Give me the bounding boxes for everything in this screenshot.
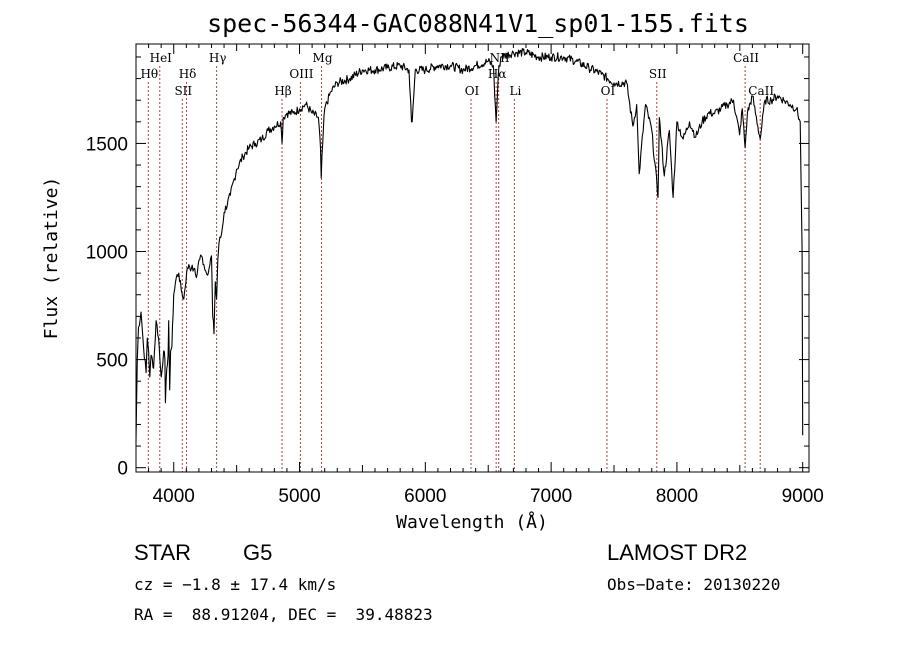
- y-tick-label: 500: [96, 351, 128, 372]
- line-marker-label: OI: [465, 84, 480, 98]
- y-tick-label: 1000: [86, 243, 128, 264]
- x-tick-label: 6000: [404, 486, 446, 507]
- velocity-info: cz = −1.8 ± 17.4 km/s: [134, 575, 337, 594]
- line-marker-label: Hβ: [274, 84, 291, 98]
- line-marker-label: Hθ: [140, 67, 158, 81]
- y-tick-label: 0: [117, 459, 128, 480]
- observation-date: Obs−Date: 20130220: [607, 575, 781, 594]
- x-tick-label: 4000: [153, 486, 195, 507]
- y-axis-ticks: 0 500 1000 1500: [86, 56, 809, 480]
- y-tick-label: 1500: [86, 134, 128, 155]
- plot-frame: [135, 43, 810, 473]
- object-subclass: G5: [243, 540, 273, 565]
- line-marker-label: Li: [509, 84, 521, 98]
- line-marker-label: HeI: [150, 51, 173, 65]
- line-marker-label: OI: [601, 84, 616, 98]
- x-axis-ticks: 4000 5000 6000 7000 8000 9000: [135, 44, 824, 507]
- x-tick-label: 8000: [656, 486, 698, 507]
- line-marker-label: Hα: [488, 67, 507, 81]
- line-marker-label: Hδ: [179, 67, 197, 81]
- line-marker-label: SII: [649, 67, 667, 81]
- y-axis-label: Flux (relative): [41, 177, 62, 340]
- line-marker-label: Hγ: [209, 51, 227, 65]
- x-tick-label: 5000: [278, 486, 320, 507]
- chart-title: spec-56344-GAC088N41V1_sp01-155.fits: [207, 9, 749, 38]
- line-marker-label: Mg: [313, 51, 333, 65]
- line-marker-label: CaII: [733, 51, 759, 65]
- line-marker-label: SII: [174, 84, 192, 98]
- object-class: STAR: [134, 540, 192, 565]
- spectrum-line: [135, 48, 804, 442]
- line-marker-label: OIII: [289, 67, 313, 81]
- x-axis-label: Wavelength (Å): [396, 511, 548, 533]
- x-tick-label: 9000: [782, 486, 824, 507]
- x-tick-label: 7000: [530, 486, 572, 507]
- survey-name: LAMOST DR2: [607, 540, 748, 565]
- line-marker-label: CaII: [748, 84, 774, 98]
- coordinates-info: RA = 88.91204, DEC = 39.48823: [134, 605, 433, 624]
